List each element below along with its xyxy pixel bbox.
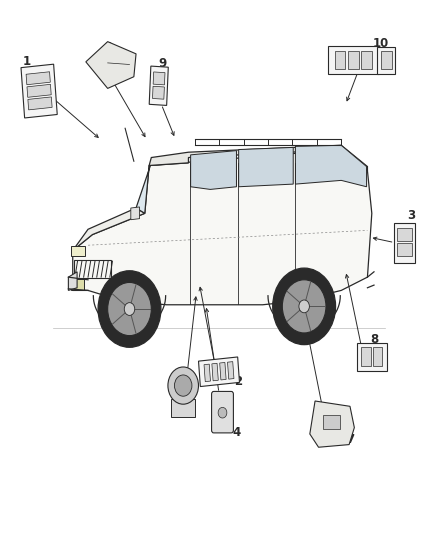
Circle shape	[218, 407, 227, 418]
Polygon shape	[328, 46, 378, 74]
Polygon shape	[86, 42, 136, 88]
Polygon shape	[357, 343, 387, 370]
Polygon shape	[131, 207, 140, 220]
Polygon shape	[381, 51, 392, 69]
Polygon shape	[152, 86, 164, 99]
Polygon shape	[21, 64, 57, 118]
Polygon shape	[397, 229, 412, 241]
Bar	[71, 246, 85, 256]
Polygon shape	[212, 364, 218, 381]
Polygon shape	[198, 357, 240, 386]
Polygon shape	[28, 97, 52, 110]
Polygon shape	[73, 150, 372, 305]
Polygon shape	[394, 223, 416, 263]
Polygon shape	[73, 208, 145, 251]
Polygon shape	[26, 72, 50, 85]
Bar	[323, 415, 339, 429]
Circle shape	[174, 375, 192, 396]
Circle shape	[108, 282, 151, 336]
Polygon shape	[227, 361, 234, 379]
Bar	[71, 279, 84, 290]
Bar	[74, 260, 111, 278]
Polygon shape	[397, 244, 412, 256]
Polygon shape	[335, 51, 346, 69]
Polygon shape	[373, 348, 382, 366]
Polygon shape	[295, 146, 367, 187]
Text: 3: 3	[407, 209, 415, 222]
Polygon shape	[220, 362, 226, 380]
Circle shape	[299, 300, 309, 313]
Polygon shape	[310, 401, 354, 447]
Polygon shape	[378, 47, 395, 74]
Text: 8: 8	[370, 333, 378, 346]
Text: 10: 10	[372, 37, 389, 50]
Circle shape	[124, 303, 135, 316]
Circle shape	[98, 271, 161, 348]
Polygon shape	[191, 151, 237, 189]
Polygon shape	[136, 158, 188, 213]
Polygon shape	[153, 72, 165, 85]
Circle shape	[168, 367, 198, 404]
FancyBboxPatch shape	[212, 391, 233, 433]
Polygon shape	[348, 51, 359, 69]
Bar	[171, 399, 195, 417]
Text: 7: 7	[346, 433, 354, 446]
Polygon shape	[68, 272, 77, 290]
Polygon shape	[149, 66, 168, 106]
Text: 9: 9	[158, 57, 166, 70]
Text: 5: 5	[170, 405, 179, 417]
Text: 4: 4	[232, 426, 240, 439]
Circle shape	[283, 280, 326, 333]
Circle shape	[273, 268, 336, 345]
Text: 6: 6	[103, 41, 112, 54]
Polygon shape	[361, 51, 372, 69]
Text: 2: 2	[235, 375, 243, 389]
Polygon shape	[239, 148, 293, 187]
Polygon shape	[204, 364, 211, 382]
Polygon shape	[27, 84, 51, 98]
Text: 1: 1	[23, 55, 31, 68]
Polygon shape	[149, 146, 367, 171]
Polygon shape	[361, 348, 371, 366]
